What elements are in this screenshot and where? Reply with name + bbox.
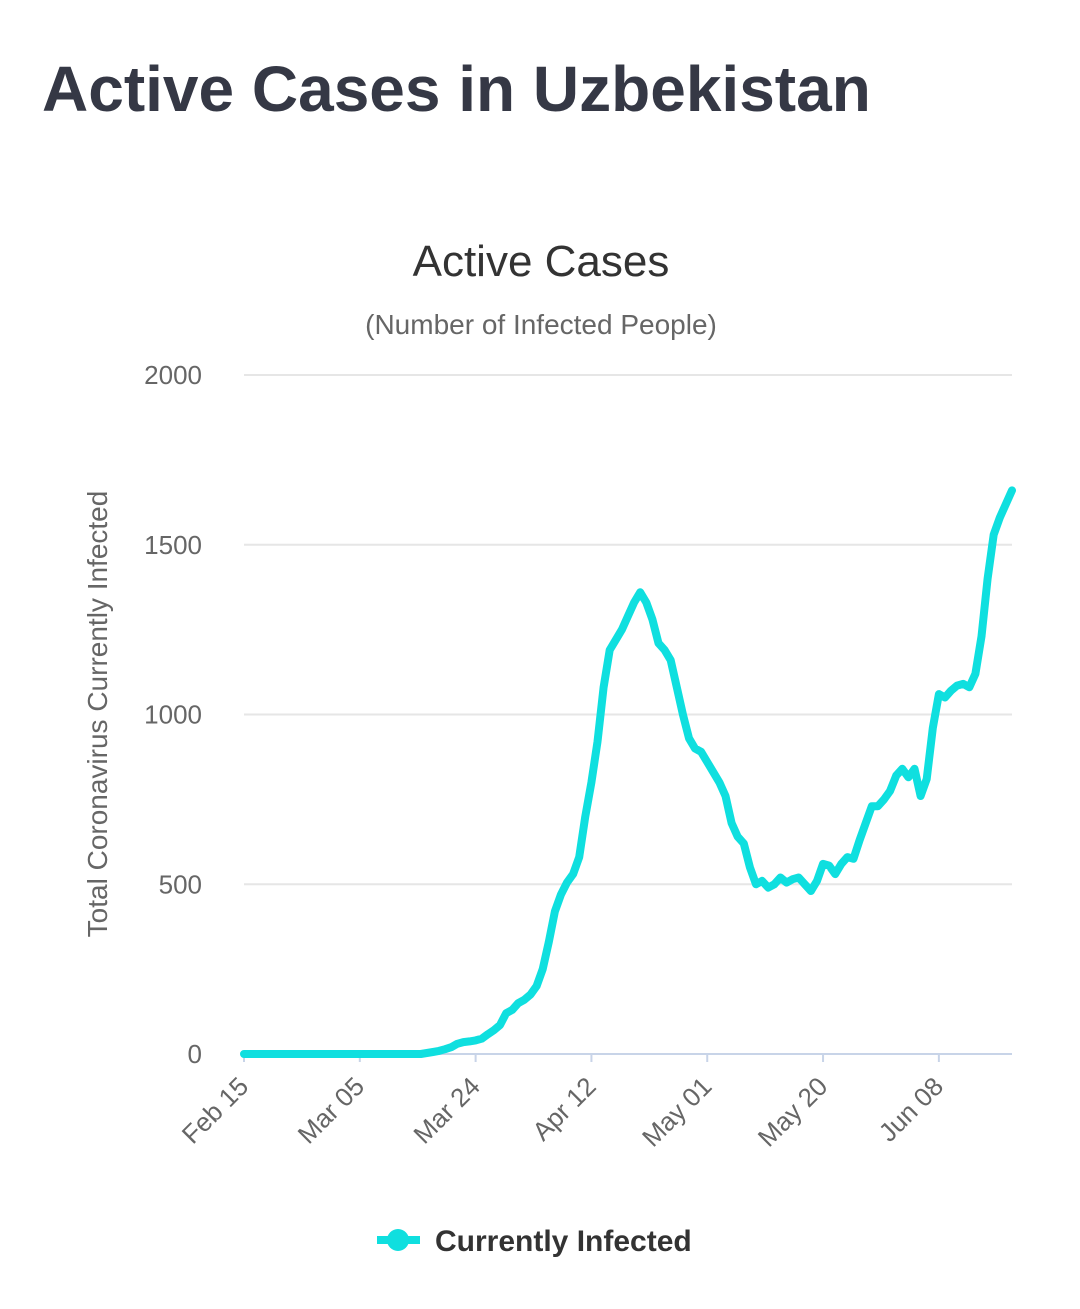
x-tick-label: Apr 12	[526, 1071, 601, 1146]
chart-subtitle: (Number of Infected People)	[365, 309, 717, 340]
y-tick-label: 0	[188, 1039, 202, 1069]
chart-title: Active Cases	[413, 237, 670, 286]
y-axis-ticks: 0 500 1000 1500 2000	[144, 360, 202, 1069]
legend-label-currently-infected: Currently Infected	[435, 1225, 692, 1258]
x-tick-label: Mar 24	[407, 1071, 485, 1149]
series-layer	[240, 486, 1016, 1058]
legend[interactable]: Currently Infected	[377, 1225, 692, 1258]
legend-swatch-marker	[387, 1229, 409, 1251]
y-axis-title: Total Coronavirus Currently Infected	[82, 491, 113, 938]
y-tick-label: 1000	[144, 700, 202, 730]
x-tick-label: Jun 08	[873, 1071, 949, 1147]
page-title: Active Cases in Uzbekistan	[42, 53, 871, 125]
y-tick-label: 2000	[144, 360, 202, 390]
x-tick-label: May 20	[752, 1071, 834, 1153]
x-axis-ticks: Feb 15 Mar 05 Mar 24 Apr 12 May 01 May 20 Jun …	[176, 1054, 949, 1153]
gridlines	[244, 374, 1012, 1055]
x-tick-label: Feb 15	[176, 1071, 254, 1149]
y-tick-label: 500	[159, 869, 202, 899]
x-tick-label: May 01	[636, 1071, 718, 1153]
x-tick-label: Mar 05	[292, 1071, 370, 1149]
series-line-currently-infected[interactable]	[240, 486, 1016, 1058]
y-tick-label: 1500	[144, 530, 202, 560]
